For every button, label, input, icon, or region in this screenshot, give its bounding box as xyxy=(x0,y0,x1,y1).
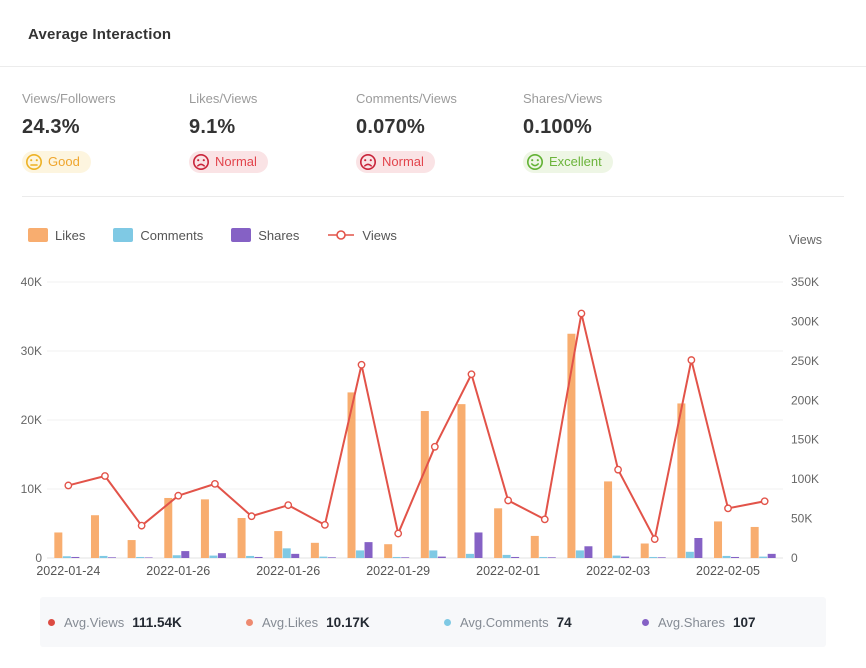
stat-avg-shares: Avg.Shares 107 xyxy=(634,615,832,630)
left-axis-tick: 30K xyxy=(21,344,42,358)
x-axis-tick: 2022-02-05 xyxy=(696,564,760,578)
status-text: Normal xyxy=(215,154,257,169)
left-axis-tick: 40K xyxy=(21,275,42,289)
stat-label: Avg.Comments xyxy=(460,614,549,630)
status-badge: Good xyxy=(22,151,91,173)
stat-value: 111.54K xyxy=(132,614,182,630)
stat-label: Avg.Shares xyxy=(658,614,725,630)
metric-shares-views: Shares/Views 0.100% Excellent xyxy=(523,91,690,176)
right-axis-tick: 200K xyxy=(791,393,819,407)
metric-value: 0.070% xyxy=(356,116,426,138)
legend-row: Likes Comments Shares Views Views xyxy=(28,227,838,247)
legend-label: Shares xyxy=(258,227,300,243)
interaction-chart: 0 10K 20K 30K 40K 0 50K 100K 150K 200K 250K 300K 350… xyxy=(21,275,819,578)
stat-avg-views: Avg.Views 111.54K xyxy=(40,615,238,630)
shares-swatch xyxy=(231,228,252,242)
avg-comments-dot-icon xyxy=(444,618,451,626)
x-axis-tick: 2022-01-26 xyxy=(146,564,210,578)
legend-item-shares[interactable]: Shares xyxy=(231,228,299,243)
page-title: Average Interaction xyxy=(28,26,172,43)
metric-label: Likes/Views xyxy=(189,91,258,106)
right-axis-tick: 300K xyxy=(791,314,819,328)
right-axis-tick: 100K xyxy=(791,472,819,486)
right-axis-tick: 250K xyxy=(791,354,819,368)
x-axis-tick: 2022-02-03 xyxy=(586,564,650,578)
likes-swatch xyxy=(28,228,48,242)
metric-views-followers: Views/Followers 24.3% Good xyxy=(22,91,189,176)
metric-value: 24.3% xyxy=(22,116,80,138)
legend-item-views[interactable]: Views xyxy=(327,227,397,243)
left-axis-tick: 10K xyxy=(21,482,42,496)
status-badge: Excellent xyxy=(523,151,613,173)
sad-face-icon xyxy=(359,153,377,171)
status-text: Excellent xyxy=(549,154,602,169)
right-axis-tick: 150K xyxy=(791,433,819,447)
right-axis-tick: 0 xyxy=(791,551,798,565)
views-line xyxy=(64,309,769,543)
stat-avg-comments: Avg.Comments 74 xyxy=(436,615,634,630)
comments-bars xyxy=(62,548,768,558)
x-axis-tick: 2022-02-01 xyxy=(476,564,540,578)
metric-label: Comments/Views xyxy=(356,91,457,106)
stat-value: 74 xyxy=(556,614,572,630)
status-text: Normal xyxy=(382,154,424,169)
legend-item-comments[interactable]: Comments xyxy=(113,228,203,243)
footer-stats: Avg.Views 111.54K Avg.Likes 10.17K Avg.Comme… xyxy=(40,597,826,647)
status-badge: Normal xyxy=(356,151,435,173)
metric-value: 9.1% xyxy=(189,116,236,138)
comments-swatch xyxy=(113,228,134,242)
right-axis-title: Views xyxy=(788,233,822,247)
metric-label: Shares/Views xyxy=(523,91,603,106)
metrics-row: Views/Followers 24.3% Good Likes/Views 9.1% N… xyxy=(22,91,844,176)
stat-label: Avg.Likes xyxy=(262,614,319,630)
legend-item-likes[interactable]: Likes xyxy=(28,228,85,243)
left-axis-tick: 0 xyxy=(35,551,42,565)
shares-bars xyxy=(71,532,776,558)
stat-avg-likes: Avg.Likes 10.17K xyxy=(238,615,436,630)
happy-face-icon xyxy=(526,153,544,171)
metrics-section: Views/Followers 24.3% Good Likes/Views 9.1% N… xyxy=(22,67,844,197)
line-marker-icon xyxy=(328,230,355,240)
legend-label: Views xyxy=(362,227,397,243)
likes-bars xyxy=(54,333,759,558)
right-axis-tick: 350K xyxy=(791,275,819,289)
stat-value: 10.17K xyxy=(326,614,370,630)
panel-header: Average Interaction xyxy=(0,0,866,67)
sad-face-icon xyxy=(192,153,210,171)
stat-value: 107 xyxy=(732,614,756,630)
stat-label: Avg.Views xyxy=(64,614,125,630)
chart-legend: Likes Comments Shares Views xyxy=(28,227,838,243)
gridlines xyxy=(47,281,783,559)
metric-label: Views/Followers xyxy=(22,91,116,106)
status-text: Good xyxy=(48,154,80,169)
x-axis-tick: 2022-01-29 xyxy=(366,564,430,578)
legend-label: Comments xyxy=(140,227,204,243)
neutral-face-icon xyxy=(25,153,43,171)
metric-value: 0.100% xyxy=(523,116,593,138)
metric-likes-views: Likes/Views 9.1% Normal xyxy=(189,91,356,176)
avg-views-dot-icon xyxy=(48,618,55,626)
legend-label: Likes xyxy=(55,227,86,243)
x-axis-tick: 2022-01-26 xyxy=(256,564,320,578)
x-axis-tick: 2022-01-24 xyxy=(36,564,100,578)
left-axis-tick: 20K xyxy=(21,413,42,427)
metric-comments-views: Comments/Views 0.070% Normal xyxy=(356,91,523,176)
avg-likes-dot-icon xyxy=(246,618,253,626)
avg-shares-dot-icon xyxy=(642,618,649,626)
right-axis-tick: 50K xyxy=(791,512,812,526)
status-badge: Normal xyxy=(189,151,268,173)
